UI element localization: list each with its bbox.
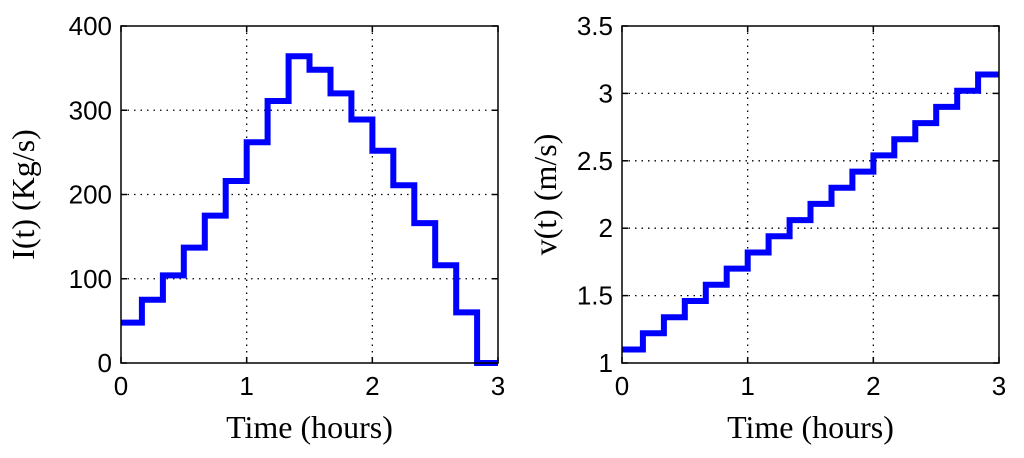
plot-frame [120, 25, 499, 364]
y-axis-label: v(t) (m/s) [527, 134, 563, 256]
x-axis-label: Time (hours) [727, 409, 894, 445]
y-tick-label: 3 [599, 78, 613, 108]
y-tick-label: 200 [69, 180, 112, 210]
series-line [121, 53, 498, 366]
y-tick-label: 1.5 [577, 281, 613, 311]
y-tick-label: 1 [599, 348, 613, 378]
x-tick-label: 1 [239, 371, 253, 401]
x-tick-label: 1 [740, 371, 754, 401]
y-tick-label: 0 [98, 348, 112, 378]
x-tick-label: 3 [491, 371, 505, 401]
x-tick-label: 2 [866, 371, 880, 401]
x-tick-label: 0 [114, 371, 128, 401]
x-tick-label: 2 [365, 371, 379, 401]
x-axis-label: Time (hours) [226, 409, 393, 445]
chart-panel-flow-rate: 0 1 2 3 0 100 200 300 400 Time (hours) I(t) (Kg/s) [5, 11, 505, 445]
y-tick-label: 3.5 [577, 11, 613, 41]
plot-frame [621, 25, 1000, 364]
y-tick-label: 100 [69, 264, 112, 294]
series-line [622, 71, 999, 353]
y-tick-label: 2.5 [577, 146, 613, 176]
x-tick-label: 3 [992, 371, 1006, 401]
y-axis-label: I(t) (Kg/s) [5, 129, 41, 260]
y-tick-label: 2 [599, 213, 613, 243]
y-tick-label: 300 [69, 95, 112, 125]
x-tick-label: 0 [615, 371, 629, 401]
y-tick-label: 400 [69, 11, 112, 41]
